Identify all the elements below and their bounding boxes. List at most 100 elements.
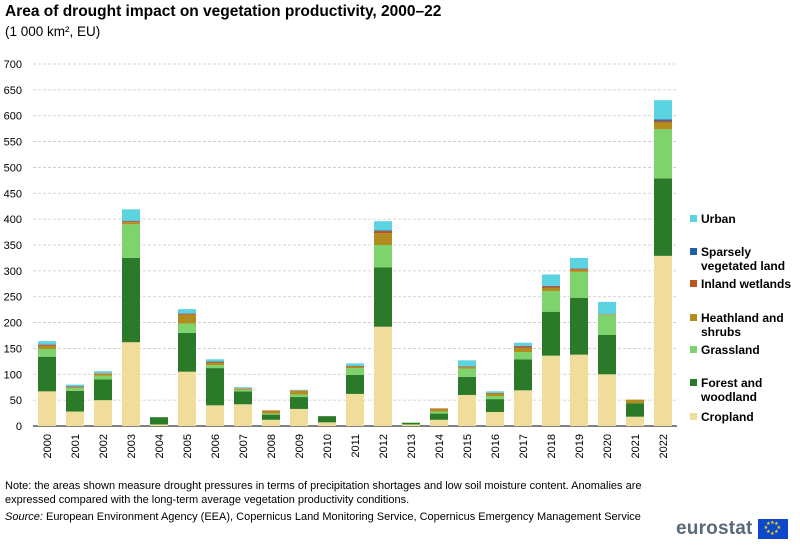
bar-segment: [66, 386, 84, 388]
bar-segment: [290, 394, 308, 398]
bar-segment: [598, 334, 616, 375]
bar-segment: [262, 411, 280, 414]
bar-segment: [430, 413, 448, 420]
x-tick-label: 2014: [434, 434, 446, 458]
bar-segment: [150, 417, 168, 425]
bar-segment: [458, 367, 476, 369]
bar-segment: [346, 363, 364, 367]
bar-segment: [346, 393, 364, 426]
bar-segment: [38, 344, 56, 345]
bar-segment: [318, 416, 336, 423]
bar-segment: [122, 224, 140, 258]
y-tick-label: 150: [4, 343, 22, 355]
bar-segment: [346, 366, 364, 369]
bar-segment: [458, 368, 476, 377]
bar-segment: [234, 388, 252, 389]
bar-segment: [430, 408, 448, 412]
y-tick-label: 350: [4, 240, 22, 252]
bar-segment: [486, 396, 504, 400]
bar-segment: [374, 233, 392, 245]
bar-segment: [262, 419, 280, 426]
bar-segment: [654, 100, 672, 120]
y-tick-label: 700: [4, 59, 22, 71]
legend-swatch: [690, 314, 697, 321]
bar-segment: [290, 390, 308, 391]
eurostat-logo: eurostat ★ ★ ★ ★ ★ ★ ★ ★: [676, 518, 788, 540]
x-tick-label: 2013: [406, 434, 418, 458]
y-tick-label: 500: [4, 162, 22, 174]
bar-segment: [486, 391, 504, 393]
bar-segment: [570, 269, 588, 272]
bar-segment: [150, 424, 168, 426]
bar-segment: [178, 309, 196, 314]
legend-label: Forest and woodland: [700, 376, 762, 404]
bar-segment: [234, 391, 252, 405]
logo-text: eurostat: [676, 518, 753, 539]
y-tick-label: 650: [4, 85, 22, 97]
x-tick-label: 2004: [154, 434, 166, 458]
legend-swatch: [690, 248, 697, 255]
bar-segment: [486, 393, 504, 397]
x-tick-label: 2010: [322, 434, 334, 458]
bar-segment: [178, 371, 196, 426]
bar-segment: [94, 379, 112, 401]
bar-segment: [542, 355, 560, 426]
bar-segment: [486, 399, 504, 413]
bar-segment: [178, 313, 196, 315]
y-tick-label: 100: [4, 369, 22, 381]
bar-segment: [374, 326, 392, 426]
bar-segment: [570, 271, 588, 298]
bar-segment: [542, 287, 560, 292]
bar-segment: [458, 394, 476, 426]
bar-segment: [206, 368, 224, 406]
bar-segment: [38, 348, 56, 357]
x-tick-label: 2006: [210, 434, 222, 458]
x-tick-label: 2016: [490, 434, 502, 458]
y-tick-label: 400: [4, 214, 22, 226]
x-tick-label: 2017: [518, 434, 530, 458]
bar-segment: [402, 422, 420, 423]
source-label: Source:: [5, 511, 43, 523]
x-tick-label: 2021: [630, 434, 642, 458]
legend-label: Sparsely vegetated land: [701, 245, 785, 273]
y-axis: 0 50 100 150 200 250 300 350 400 450 500 550 600 650 7…: [4, 59, 22, 433]
x-axis: 2000 2001 2002 2003 2004 2005 2006 2007 2008 2009…: [42, 434, 670, 458]
y-tick-label: 450: [4, 188, 22, 200]
y-tick-label: 600: [4, 111, 22, 123]
bar-segment: [66, 411, 84, 426]
bar-segment: [374, 221, 392, 231]
chart-subtitle: (1 000 km², EU): [5, 24, 101, 39]
bar-segment: [598, 301, 616, 315]
bar-segment: [234, 387, 252, 389]
source-text: European Environment Agency (EEA), Coper…: [42, 511, 641, 523]
bars: [38, 100, 672, 426]
bar-segment: [514, 352, 532, 360]
bar-segment: [570, 297, 588, 355]
bar-segment: [654, 122, 672, 130]
bar-segment: [514, 390, 532, 426]
bar-segment: [542, 286, 560, 288]
bar-segment: [598, 374, 616, 426]
bar-segment: [626, 416, 644, 426]
bar-segment: [178, 314, 196, 324]
bar-segment: [514, 346, 532, 348]
x-tick-label: 2012: [378, 434, 390, 458]
bar-segment: [262, 410, 280, 412]
bar-segment: [598, 315, 616, 335]
bar-segment: [38, 345, 56, 349]
bar-segment: [38, 341, 56, 345]
bar-segment: [542, 291, 560, 312]
bar-segment: [290, 389, 308, 391]
bar-segment: [430, 419, 448, 426]
bar-segment: [430, 411, 448, 414]
bar-segment: [626, 403, 644, 417]
chart-title: Area of drought impact on vegetation pro…: [5, 3, 442, 20]
bar-segment: [374, 231, 392, 234]
x-tick-label: 2018: [546, 434, 558, 458]
bar-segment: [290, 390, 308, 395]
bar-segment: [654, 178, 672, 256]
x-tick-label: 2022: [658, 434, 670, 458]
bar-segment: [262, 413, 280, 415]
chart-area: 0 50 100 150 200 250 300 350 400 450 500 550 600 650 7…: [4, 59, 792, 458]
bar-segment: [570, 268, 588, 270]
